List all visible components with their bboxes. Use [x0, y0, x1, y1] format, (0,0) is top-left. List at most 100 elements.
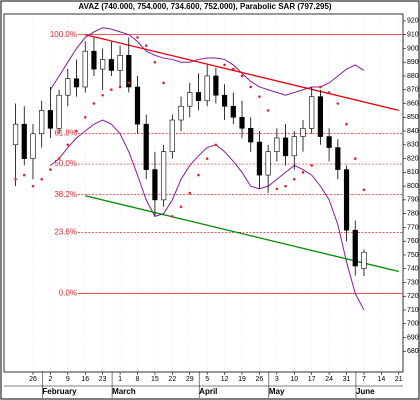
sar-dot [31, 184, 35, 188]
plot-frame [3, 13, 404, 373]
candle-body [161, 151, 167, 201]
x-tick-label: 14 [377, 376, 385, 383]
candle-body [12, 123, 19, 146]
sar-dot [214, 143, 218, 147]
x-tick-label: 8 [136, 376, 140, 383]
candle-body [134, 86, 141, 125]
sar-dot [336, 102, 340, 105]
candle-body [39, 110, 45, 135]
candle-body [291, 136, 297, 157]
sar-dot [162, 81, 165, 85]
x-tick-label: 31 [343, 376, 351, 383]
sar-dot [249, 85, 253, 89]
candle-body [178, 105, 184, 121]
sar-dot [240, 74, 244, 78]
x-tick-label: 2 [48, 376, 52, 383]
x-tick-label: 1 [118, 376, 122, 383]
y-tick-label: 720 [407, 293, 419, 300]
candle-body [195, 92, 202, 102]
y-tick-label: 700 [407, 321, 419, 328]
y-tick-label: 690 [407, 334, 419, 341]
sar-dot [362, 188, 366, 192]
sar-dot [301, 171, 305, 174]
y-tick-label: 680 [407, 348, 419, 355]
sar-dot [275, 187, 279, 191]
candle-body [169, 119, 175, 152]
sar-dot [319, 85, 322, 89]
y-tick-label: 710 [407, 307, 419, 314]
candle-body [126, 55, 132, 88]
sar-dot [310, 164, 313, 167]
y-tick-label: 870 [407, 87, 419, 94]
lower-band [50, 119, 365, 311]
candle-body [248, 127, 254, 143]
sar-dot [292, 177, 296, 181]
candle-body [256, 141, 263, 176]
x-tick-label: 12 [221, 376, 229, 383]
x-tick-label: 26 [29, 376, 37, 383]
sar-dot [110, 88, 113, 92]
x-tick-label: 5 [205, 376, 209, 383]
x-tick-label: 24 [325, 376, 333, 383]
y-tick-label: 740 [407, 266, 419, 273]
x-tick-label: 19 [238, 376, 246, 383]
sar-dot [153, 60, 157, 64]
sar-dot [92, 102, 96, 105]
candle-body [300, 127, 306, 137]
sar-dot [345, 122, 348, 126]
sar-dot [197, 173, 200, 177]
y-tick-label: 840 [407, 128, 419, 135]
candle-body [282, 137, 289, 157]
month-label: March [112, 387, 136, 396]
sar-dot [171, 215, 174, 218]
x-tick-label: 9 [66, 376, 70, 383]
y-tick-label: 780 [407, 210, 419, 217]
x-tick-label: 16 [81, 376, 89, 383]
sar-dot [127, 81, 131, 85]
y-tick-label: 850 [407, 114, 419, 121]
x-tick-label: 17 [308, 376, 316, 383]
sar-dot [205, 157, 209, 160]
candle-body [274, 137, 280, 152]
sar-dot [101, 93, 104, 97]
x-tick-label: 15 [151, 376, 159, 383]
y-tick-label: 880 [407, 73, 419, 80]
sar-dot [14, 177, 17, 181]
sar-dot [49, 168, 52, 171]
candle-body [213, 75, 219, 96]
candle-body [204, 75, 210, 102]
candle-body [309, 96, 315, 129]
month-label: February [42, 387, 77, 396]
y-tick-label: 750 [407, 252, 419, 259]
candle-body [326, 136, 332, 148]
candle-body [143, 123, 149, 170]
y-tick-label: 770 [407, 224, 419, 231]
candle-body [82, 50, 88, 88]
sar-dot [284, 184, 287, 188]
candle-body [108, 59, 114, 71]
y-tick-label: 800 [407, 183, 419, 190]
sar-dot [179, 205, 183, 209]
candle-body [221, 94, 228, 107]
y-tick-label: 910 [407, 31, 419, 38]
candle-body [152, 169, 158, 201]
fib-label: 50.0% [54, 159, 77, 168]
sar-dot [66, 143, 70, 147]
sar-dot [188, 191, 192, 195]
y-tick-label: 830 [407, 142, 419, 149]
y-tick-label: 860 [407, 100, 419, 107]
month-label: June [356, 387, 375, 396]
fib-label: 38.2% [54, 190, 77, 199]
candle-body [100, 59, 106, 70]
y-tick-label: 760 [407, 238, 419, 245]
sar-dot [22, 173, 26, 177]
sar-dot [83, 115, 87, 119]
trend-line [85, 195, 399, 273]
sar-dot [232, 67, 235, 71]
sar-dot [144, 44, 148, 47]
sar-dot [118, 85, 122, 89]
sar-dot [353, 157, 357, 160]
candle-body [335, 147, 341, 170]
